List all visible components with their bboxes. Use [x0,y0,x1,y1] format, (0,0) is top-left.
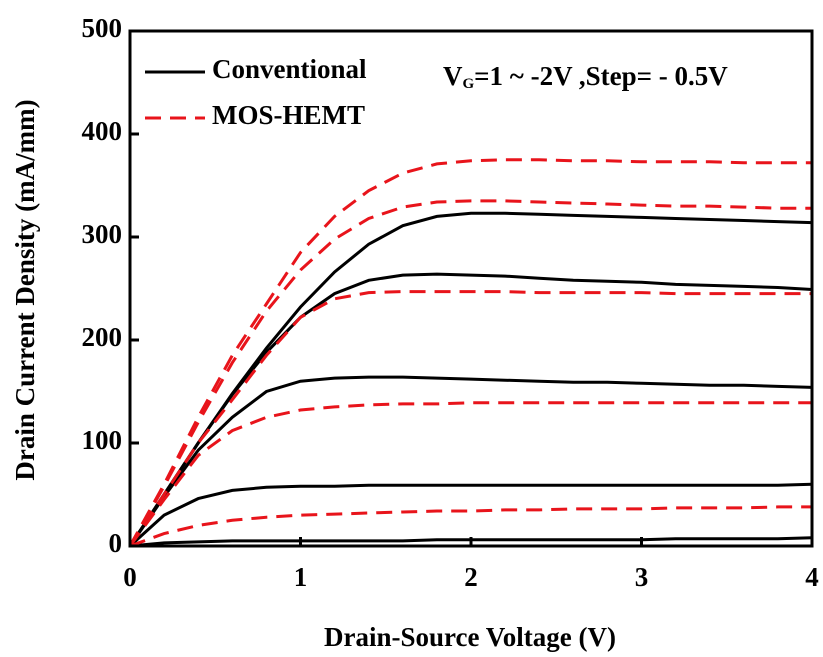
y-tick-label: 300 [82,219,123,249]
x-tick-label: 1 [294,562,308,592]
x-tick-label: 0 [123,562,137,592]
annotation-main: V [443,61,463,91]
annotation: VG=1 ~ -2V ,Step= - 0.5V [443,61,728,92]
curve [128,290,812,547]
y-tick-label: 400 [82,116,123,146]
legend-label: Conventional [212,54,367,84]
y-tick-label: 0 [109,528,123,558]
curve [128,482,813,548]
curve [128,375,813,547]
plot-frame [128,29,814,548]
x-tick-label: 4 [805,562,819,592]
y-tick-label: 100 [82,425,123,455]
y-tick-label: 500 [82,13,123,43]
curve [128,272,813,547]
x-tick-label: 3 [635,562,649,592]
annotation-sub: G [463,76,475,92]
y-axis-label: Drain Current Density (mA/mm) [10,99,40,480]
curve [128,401,812,547]
curve [128,199,812,547]
annotation-rest: =1 ~ -2V ,Step= - 0.5V [474,61,728,91]
y-tick-label: 200 [82,322,123,352]
curve [129,536,813,548]
x-tick-label: 2 [464,562,478,592]
legend-label: MOS-HEMT [212,100,365,130]
curve [128,158,812,547]
x-axis-label: Drain-Source Voltage (V) [324,622,616,652]
